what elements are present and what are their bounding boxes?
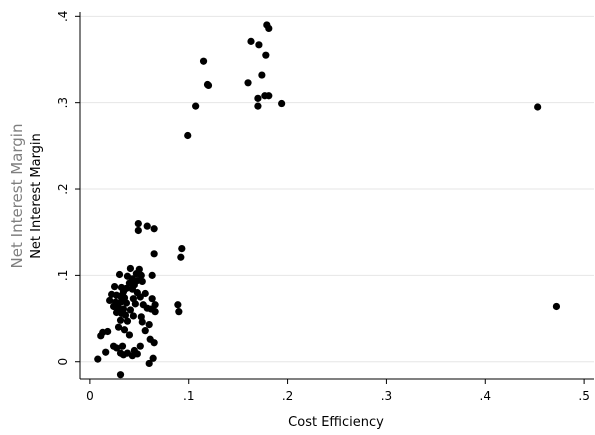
data-point [175, 308, 183, 316]
data-point [254, 102, 262, 110]
data-point [204, 81, 213, 89]
y-tick-label: .2 [56, 183, 70, 194]
data-point [255, 41, 263, 49]
y-tick-label: .3 [56, 97, 70, 108]
data-point [136, 293, 144, 301]
data-point [247, 37, 255, 45]
data-point [102, 348, 110, 356]
data-point [552, 302, 561, 311]
y-tick-label: 0 [56, 358, 70, 366]
data-point [116, 371, 125, 379]
data-point [278, 99, 286, 108]
data-point [174, 301, 182, 309]
data-point [112, 344, 121, 352]
data-point [97, 332, 105, 340]
data-point [262, 51, 270, 59]
data-point [120, 326, 129, 334]
data-point [129, 312, 137, 320]
data-point [534, 103, 542, 111]
data-point [115, 270, 124, 279]
data-point [137, 271, 145, 279]
tick-labels: 0 .1 .2 .3 .4 .5 0 .1 .2 .3 .4 [56, 11, 590, 403]
data-point [141, 327, 149, 335]
x-tick-label: .1 [183, 389, 194, 403]
x-tick-label: .3 [381, 389, 392, 403]
x-tick-label: .4 [480, 389, 491, 403]
data-point [177, 253, 185, 261]
data-point [118, 342, 127, 350]
data-point [178, 245, 186, 253]
data-point [116, 298, 125, 306]
data-point [94, 355, 102, 363]
y-tick-label: .4 [56, 11, 70, 22]
data-point [134, 226, 142, 235]
data-point [199, 57, 208, 65]
data-point [150, 250, 158, 258]
data-point [148, 271, 156, 279]
gridlines [80, 15, 594, 363]
data-point [114, 323, 123, 331]
data-point [149, 354, 157, 362]
data-point [119, 351, 128, 359]
data-point [258, 71, 266, 79]
axes [75, 12, 594, 384]
data-point [184, 131, 192, 140]
data-point [265, 92, 273, 100]
data-point [110, 283, 119, 291]
data-point [134, 219, 142, 228]
data-point [121, 311, 130, 319]
y-tick-label: .1 [56, 270, 70, 281]
data-point [125, 331, 134, 339]
data-point [143, 222, 151, 230]
data-point [145, 320, 153, 329]
data-point [106, 296, 114, 305]
y-axis-title: Net Interest Margin [29, 133, 44, 259]
data-point [116, 316, 125, 324]
data-point [265, 24, 273, 33]
data-point [138, 318, 146, 326]
data-point [122, 299, 131, 307]
data-point [150, 339, 158, 347]
data-point [123, 317, 132, 325]
x-tick-label: .2 [282, 389, 293, 403]
data-point [244, 79, 252, 87]
data-point [148, 295, 156, 303]
x-tick-label: .5 [578, 389, 589, 403]
x-axis-title: Cost Efficiency [288, 415, 384, 430]
data-point [145, 359, 153, 368]
data-point [151, 308, 159, 316]
data-points [94, 21, 561, 379]
x-tick-label: 0 [86, 389, 94, 403]
data-point [136, 342, 144, 350]
data-point [128, 352, 136, 360]
data-point [150, 225, 158, 233]
y-axis-title-outer: Net Interest Margin [8, 124, 26, 269]
data-point [131, 300, 139, 308]
data-point [126, 306, 135, 314]
data-point [192, 102, 200, 110]
data-point [138, 277, 146, 286]
data-point [254, 94, 262, 102]
data-point [126, 264, 135, 273]
